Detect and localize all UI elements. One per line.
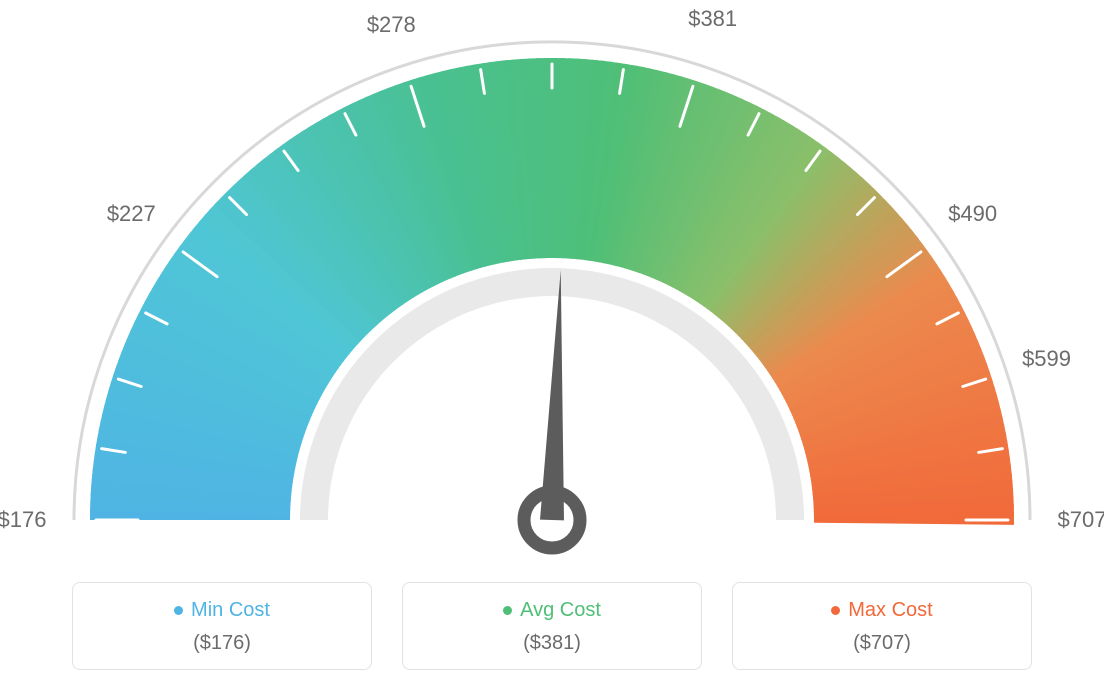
gauge-tick-label: $381 xyxy=(688,6,737,32)
legend-text-avg: Avg Cost xyxy=(520,599,601,622)
gauge-tick-label: $278 xyxy=(367,12,416,38)
legend-row: Min Cost ($176) Avg Cost ($381) Max Cost… xyxy=(0,582,1104,670)
legend-card-max: Max Cost ($707) xyxy=(732,582,1032,670)
gauge-svg xyxy=(0,0,1104,560)
legend-label-avg: Avg Cost xyxy=(503,599,601,622)
dot-icon xyxy=(831,606,840,615)
legend-value-min: ($176) xyxy=(73,632,371,655)
gauge-tick-label: $176 xyxy=(0,507,46,533)
gauge-tick-label: $490 xyxy=(948,201,997,227)
legend-value-avg: ($381) xyxy=(403,632,701,655)
legend-text-min: Min Cost xyxy=(191,599,270,622)
dot-icon xyxy=(503,606,512,615)
gauge-tick-label: $599 xyxy=(1022,346,1071,372)
legend-card-min: Min Cost ($176) xyxy=(72,582,372,670)
legend-text-max: Max Cost xyxy=(848,599,932,622)
gauge-tick-label: $227 xyxy=(107,201,156,227)
legend-value-max: ($707) xyxy=(733,632,1031,655)
legend-label-min: Min Cost xyxy=(174,599,270,622)
legend-label-max: Max Cost xyxy=(831,599,932,622)
gauge-chart: $176 $227 $278 $381 $490 $599 $707 xyxy=(0,0,1104,560)
gauge-tick-label: $707 xyxy=(1058,507,1104,533)
legend-card-avg: Avg Cost ($381) xyxy=(402,582,702,670)
dot-icon xyxy=(174,606,183,615)
